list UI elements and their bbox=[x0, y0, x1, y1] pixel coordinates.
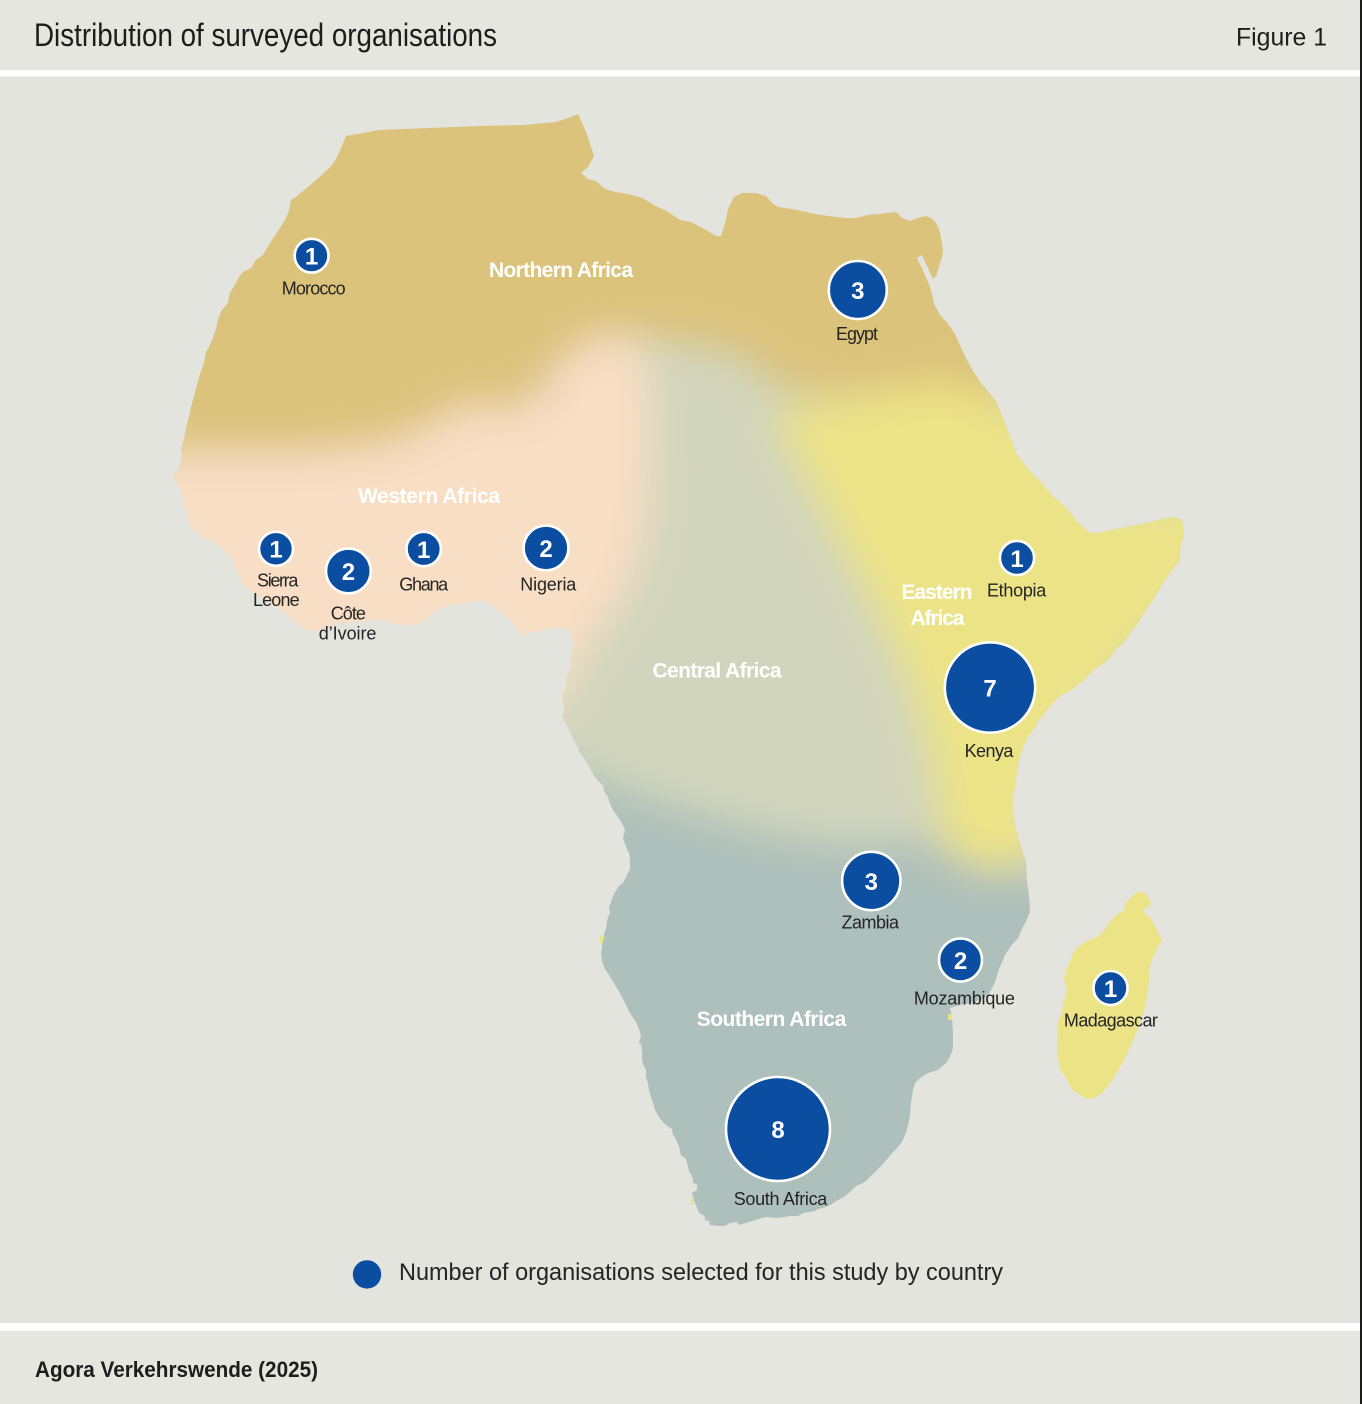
svg-text:3: 3 bbox=[865, 869, 878, 896]
svg-text:Figure 1: Figure 1 bbox=[1236, 24, 1327, 52]
svg-text:Ethopia: Ethopia bbox=[987, 581, 1047, 601]
svg-text:1: 1 bbox=[417, 537, 430, 564]
svg-text:2: 2 bbox=[954, 948, 967, 975]
svg-text:Distribution of surveyed organ: Distribution of surveyed organisations bbox=[34, 17, 497, 53]
svg-text:Leone: Leone bbox=[253, 590, 300, 610]
svg-text:Ghana: Ghana bbox=[399, 575, 449, 595]
svg-text:Agora Verkehrswende (2025): Agora Verkehrswende (2025) bbox=[35, 1357, 318, 1382]
svg-text:Morocco: Morocco bbox=[282, 278, 346, 298]
svg-text:Central Africa: Central Africa bbox=[653, 660, 782, 683]
svg-text:1: 1 bbox=[1104, 976, 1117, 1003]
svg-text:2: 2 bbox=[539, 536, 552, 563]
svg-text:1: 1 bbox=[1010, 546, 1023, 573]
svg-text:Nigeria: Nigeria bbox=[520, 575, 577, 595]
svg-text:South Africa: South Africa bbox=[734, 1189, 828, 1209]
svg-text:Africa: Africa bbox=[911, 607, 965, 630]
svg-text:d’Ivoire: d’Ivoire bbox=[319, 624, 377, 644]
svg-text:Sierra: Sierra bbox=[257, 571, 299, 591]
svg-text:Mozambique: Mozambique bbox=[914, 989, 1015, 1009]
svg-text:Kenya: Kenya bbox=[965, 741, 1015, 761]
svg-text:1: 1 bbox=[305, 244, 318, 271]
svg-text:8: 8 bbox=[771, 1117, 784, 1144]
svg-text:Eastern: Eastern bbox=[902, 581, 973, 604]
svg-text:Western Africa: Western Africa bbox=[358, 485, 500, 508]
svg-text:Zambia: Zambia bbox=[842, 912, 900, 932]
svg-text:3: 3 bbox=[851, 278, 864, 305]
svg-text:Egypt: Egypt bbox=[836, 324, 878, 344]
svg-text:2: 2 bbox=[342, 559, 355, 586]
svg-text:Southern Africa: Southern Africa bbox=[697, 1008, 847, 1031]
svg-text:7: 7 bbox=[983, 675, 996, 702]
svg-text:Madagascar: Madagascar bbox=[1064, 1011, 1158, 1031]
svg-text:Number of organisations select: Number of organisations selected for thi… bbox=[399, 1259, 1003, 1286]
svg-text:Northern Africa: Northern Africa bbox=[489, 259, 633, 282]
svg-text:Côte: Côte bbox=[331, 603, 366, 623]
svg-text:1: 1 bbox=[269, 537, 282, 564]
